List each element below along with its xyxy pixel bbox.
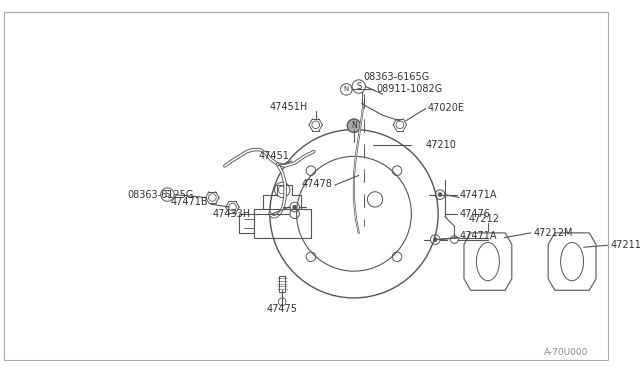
Text: 08911-1082G: 08911-1082G: [376, 84, 442, 94]
Text: A-70U000: A-70U000: [544, 348, 588, 357]
Text: 47451: 47451: [259, 151, 290, 161]
Text: 47433H: 47433H: [212, 209, 251, 219]
Text: 47212: 47212: [468, 214, 500, 224]
Text: 47478: 47478: [301, 179, 332, 189]
Text: 47471B: 47471B: [171, 197, 209, 207]
Text: 47471A: 47471A: [459, 231, 497, 241]
Text: 47020E: 47020E: [428, 103, 465, 113]
Circle shape: [348, 119, 361, 132]
Text: 47212M: 47212M: [534, 228, 573, 238]
Text: 47210: 47210: [426, 140, 456, 150]
Text: S: S: [164, 190, 170, 199]
Text: 47471A: 47471A: [459, 190, 497, 200]
Text: 47451H: 47451H: [270, 102, 308, 112]
Text: 08363-6165G: 08363-6165G: [364, 72, 430, 82]
Text: 47211: 47211: [611, 240, 640, 250]
Circle shape: [438, 193, 442, 196]
Circle shape: [433, 238, 437, 241]
Circle shape: [292, 205, 296, 209]
Text: 47476: 47476: [459, 209, 490, 219]
Text: S: S: [356, 82, 362, 91]
Text: N: N: [344, 86, 349, 92]
Text: 08363-6125G: 08363-6125G: [127, 190, 194, 200]
Text: N: N: [351, 121, 357, 130]
Text: 47475: 47475: [267, 304, 298, 314]
